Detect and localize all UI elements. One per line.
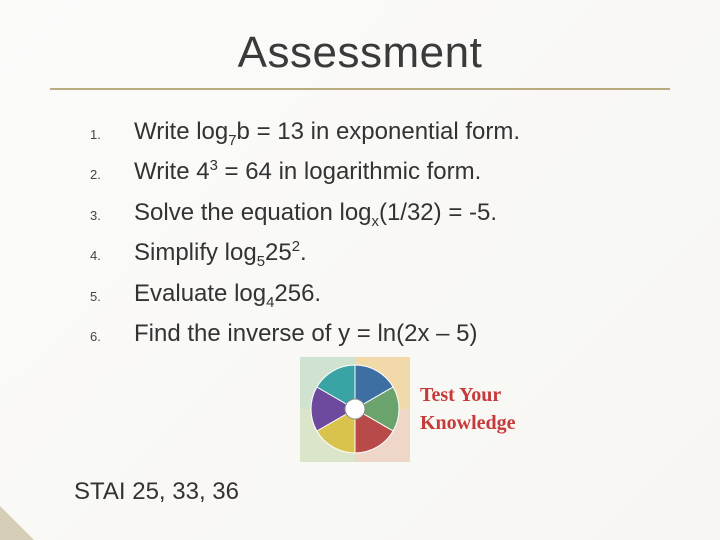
assessment-list: 1.Write log7b = 13 in exponential form. 2… xyxy=(50,116,670,350)
list-item: 1.Write log7b = 13 in exponential form. xyxy=(90,116,670,148)
list-item: 4.Simplify log5252. xyxy=(90,237,670,269)
caption-line2: Knowledge xyxy=(420,412,516,434)
list-item: 5.Evaluate log4256. xyxy=(90,278,670,310)
test-your-knowledge-graphic: Test Your Knowledge xyxy=(300,357,530,462)
list-item-text: Evaluate log4256. xyxy=(134,278,321,310)
list-item: 2.Write 43 = 64 in logarithmic form. xyxy=(90,156,670,188)
list-marker: 1. xyxy=(90,127,134,142)
page-title: Assessment xyxy=(50,28,670,78)
list-item-text: Solve the equation logx(1/32) = -5. xyxy=(134,197,497,229)
slide: Assessment 1.Write log7b = 13 in exponen… xyxy=(0,0,720,540)
list-item-text: Find the inverse of y = ln(2x – 5) xyxy=(134,318,478,350)
list-item-text: Write log7b = 13 in exponential form. xyxy=(134,116,520,148)
list-item: 6.Find the inverse of y = ln(2x – 5) xyxy=(90,318,670,350)
list-marker: 5. xyxy=(90,289,134,304)
list-marker: 2. xyxy=(90,167,134,182)
footer-reference: STAI 25, 33, 36 xyxy=(74,478,239,506)
list-marker: 3. xyxy=(90,208,134,223)
title-rule xyxy=(50,88,670,90)
list-item-text: Write 43 = 64 in logarithmic form. xyxy=(134,156,481,188)
list-marker: 4. xyxy=(90,248,134,263)
list-item-text: Simplify log5252. xyxy=(134,237,307,269)
knowledge-wheel-icon: Test Your Knowledge xyxy=(300,357,530,462)
list-item: 3.Solve the equation logx(1/32) = -5. xyxy=(90,197,670,229)
caption-line1: Test Your xyxy=(420,384,501,406)
list-marker: 6. xyxy=(90,329,134,344)
corner-accent-icon xyxy=(0,506,34,540)
